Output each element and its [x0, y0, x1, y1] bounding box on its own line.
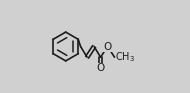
Text: CH$_3$: CH$_3$ [115, 50, 135, 64]
Text: O: O [103, 41, 112, 52]
Text: O: O [97, 63, 105, 73]
